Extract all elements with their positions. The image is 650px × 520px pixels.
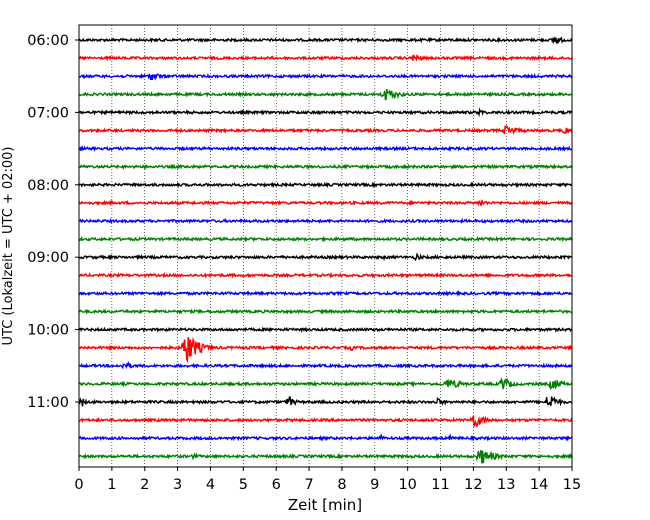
y-tick-label: 11:00: [27, 395, 69, 411]
trace-line-1015: [78, 336, 573, 364]
trace-line-0715: [78, 124, 573, 135]
y-tick-label: 08:00: [27, 178, 69, 194]
x-tick-label: 12: [464, 477, 482, 493]
trace-line-0815: [78, 199, 573, 207]
trace-line-0730: [78, 145, 573, 153]
trace-line-1045: [78, 377, 573, 391]
x-axis-ticks: 0 1 2 3 4 5 6 7 8 9 10 11 12 13 14 15: [74, 467, 581, 493]
trace-line-1130: [78, 433, 573, 442]
x-tick-label: 1: [107, 477, 116, 493]
trace-line-0945: [79, 308, 572, 315]
x-tick-label: 8: [337, 477, 346, 493]
y-tick-label: 09:00: [27, 250, 69, 266]
x-tick-label: 5: [239, 477, 248, 493]
y-tick-label: 10:00: [27, 323, 69, 339]
x-tick-label: 2: [140, 477, 149, 493]
trace-line-0600: [78, 36, 572, 45]
y-axis-label: UTC (Lokalzeit = UTC + 02:00): [1, 147, 16, 346]
x-tick-label: 0: [74, 477, 83, 493]
y-axis-ticks: 06:00 07:00 08:00 09:00 10:00 11:00: [27, 33, 79, 411]
x-tick-label: 9: [370, 477, 379, 493]
x-tick-label: 3: [173, 477, 182, 493]
x-tick-label: 4: [206, 477, 215, 493]
trace-line-1000: [78, 326, 573, 333]
trace-line-0900: [78, 252, 573, 262]
trace-line-1030: [78, 361, 573, 370]
trace-line-0930: [78, 289, 573, 298]
y-tick-label: 07:00: [27, 105, 69, 121]
trace-line-0615: [78, 54, 573, 62]
trace-line-0745: [78, 163, 572, 171]
trace-line-0700: [78, 107, 573, 118]
trace-line-0630: [78, 72, 573, 81]
x-axis-label: Zeit [min]: [288, 496, 362, 514]
trace-line-1100: [78, 396, 573, 407]
trace-line-1145: [78, 449, 573, 464]
trace-lines: [78, 36, 573, 464]
plot-frame: [78, 24, 573, 468]
x-tick-label: 6: [272, 477, 281, 493]
y-tick-label: 06:00: [27, 33, 69, 49]
x-tick-label: 11: [431, 477, 449, 493]
trace-line-0830: [78, 217, 573, 225]
x-tick-label: 10: [398, 477, 416, 493]
trace-line-0845: [78, 235, 573, 243]
trace-line-0645: [78, 88, 573, 101]
x-tick-label: 15: [563, 477, 581, 493]
trace-line-0915: [78, 271, 573, 279]
x-tick-label: 14: [530, 477, 548, 493]
x-tick-label: 13: [497, 477, 515, 493]
trace-line-0800: [78, 181, 573, 189]
trace-line-1115: [79, 415, 573, 428]
x-tick-label: 7: [304, 477, 313, 493]
